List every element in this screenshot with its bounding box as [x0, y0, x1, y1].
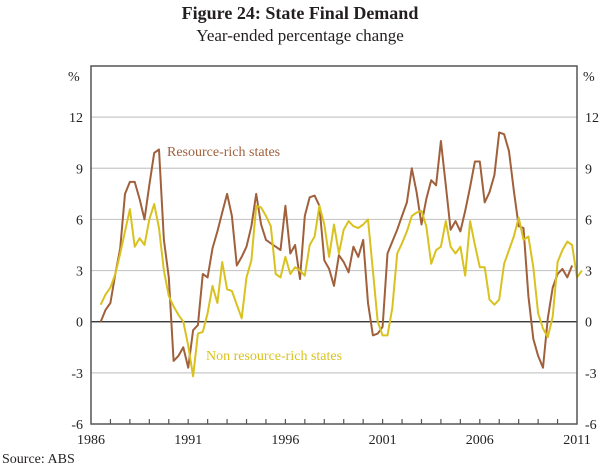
series-line-resource-rich [99, 131, 574, 369]
y-unit-right: % [583, 70, 595, 85]
y-tick-label-left: 6 [76, 213, 83, 228]
y-tick-label-left: -3 [71, 367, 83, 382]
y-tick-label-right: 0 [585, 316, 592, 331]
series-lines [99, 131, 583, 378]
y-tick-label-right: 12 [585, 111, 599, 126]
y-tick-label-left: 3 [76, 265, 83, 280]
series-line-non-resource-rich [99, 203, 583, 378]
y-tick-label-left: -6 [71, 418, 83, 433]
y-tick-label-left: 9 [76, 162, 83, 177]
x-tick-label: 2006 [466, 433, 494, 448]
chart-title: Figure 24: State Final Demand [181, 3, 419, 23]
x-tick-label: 2001 [369, 433, 397, 448]
x-tick-label: 1996 [271, 433, 299, 448]
x-tick-label: 2011 [563, 433, 590, 448]
source-note: Source: ABS [2, 452, 75, 467]
axis-labels: -6 -6 -3 -3 0 0 3 3 6 6 9 9 12 12 1986 1991 1996 2001 2006… [69, 111, 599, 448]
y-tick-label-right: 3 [585, 265, 592, 280]
y-tick-label-right: -6 [585, 418, 597, 433]
y-tick-label-left: 12 [69, 111, 83, 126]
series-label-non-resource-rich: Non resource-rich states [206, 349, 342, 364]
chart-subtitle: Year-ended percentage change [196, 26, 404, 45]
y-tick-label-left: 0 [76, 316, 83, 331]
y-tick-label-right: -3 [585, 367, 597, 382]
y-tick-label-right: 6 [585, 213, 592, 228]
plot-border [90, 65, 578, 425]
y-tick-label-right: 9 [585, 162, 592, 177]
x-tick-label: 1986 [77, 433, 105, 448]
x-tick-label: 1991 [174, 433, 202, 448]
series-label-resource-rich: Resource-rich states [167, 145, 280, 160]
y-unit-left: % [68, 70, 80, 85]
plot-frame [90, 65, 578, 425]
